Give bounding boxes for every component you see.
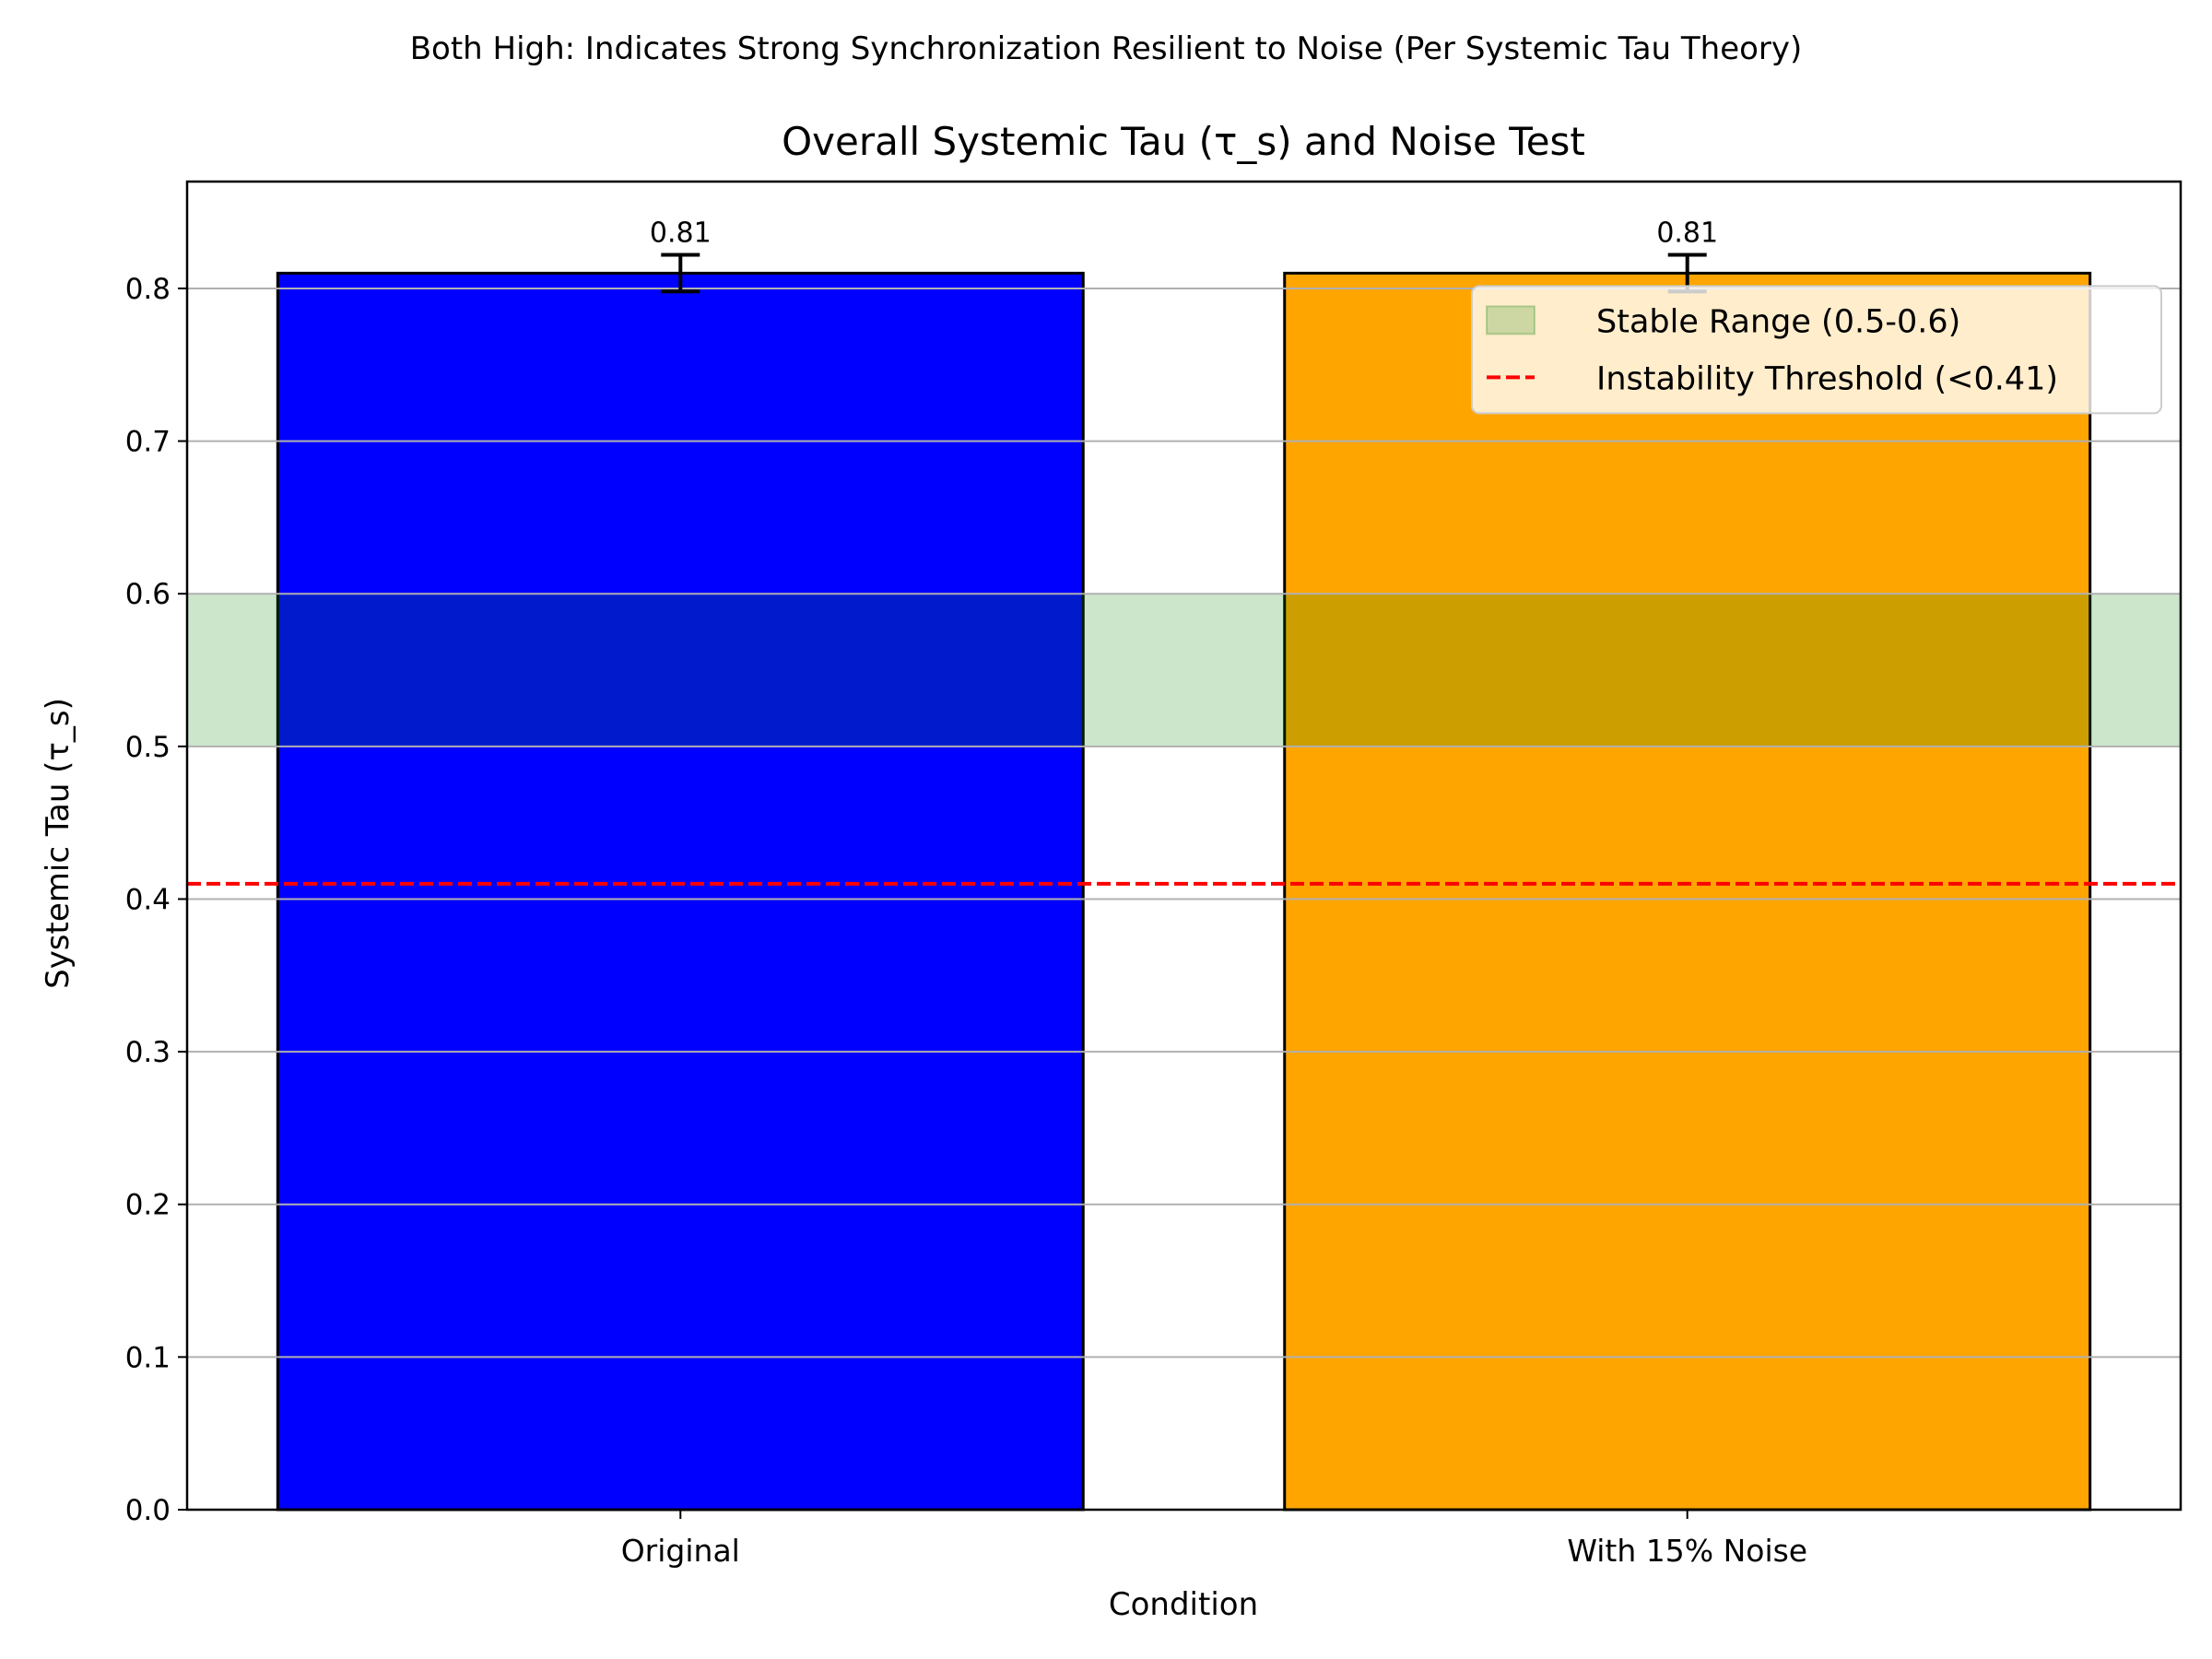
legend-label-stable-range: Stable Range (0.5-0.6) <box>1596 303 1960 340</box>
y-tick-label: 0.3 <box>125 1036 171 1069</box>
data-label: 0.81 <box>1656 218 1718 250</box>
suptitle: Both High: Indicates Strong Synchronizat… <box>410 30 1803 67</box>
y-tick-label: 0.4 <box>125 883 171 916</box>
y-tick-label: 0.5 <box>125 731 171 764</box>
data-label: 0.81 <box>650 218 712 250</box>
chart-title: Overall Systemic Tau (τ_s) and Noise Tes… <box>782 119 1585 164</box>
y-tick-label: 0.7 <box>125 426 171 459</box>
axes-frame <box>185 180 2183 1512</box>
x-tick-label: Original <box>621 1533 740 1569</box>
bar-0 <box>276 271 1085 1512</box>
y-tick-label: 0.2 <box>125 1189 171 1222</box>
y-tick-label: 0.8 <box>125 273 171 306</box>
x-tick-label: With 15% Noise <box>1567 1533 1807 1569</box>
legend-label-threshold: Instability Threshold (<0.41) <box>1596 360 2058 397</box>
legend <box>1471 285 2162 415</box>
x-axis-label: Condition <box>1109 1586 1258 1623</box>
plot-area: 0.81 0.81 0.0 0.1 0.2 0.3 0.4 0.5 0.6 0.7 0.8 Origi… <box>125 180 2183 1569</box>
stable-range-span <box>187 594 2181 747</box>
legend-swatch-stable-range <box>1486 305 1535 335</box>
bar-1 <box>1283 271 2092 1512</box>
y-axis-label: Systemic Tau (τ_s) <box>40 698 76 989</box>
y-tick-label: 0.1 <box>125 1341 171 1374</box>
y-tick-label: 0.0 <box>125 1494 171 1527</box>
y-tick-label: 0.6 <box>125 578 171 611</box>
